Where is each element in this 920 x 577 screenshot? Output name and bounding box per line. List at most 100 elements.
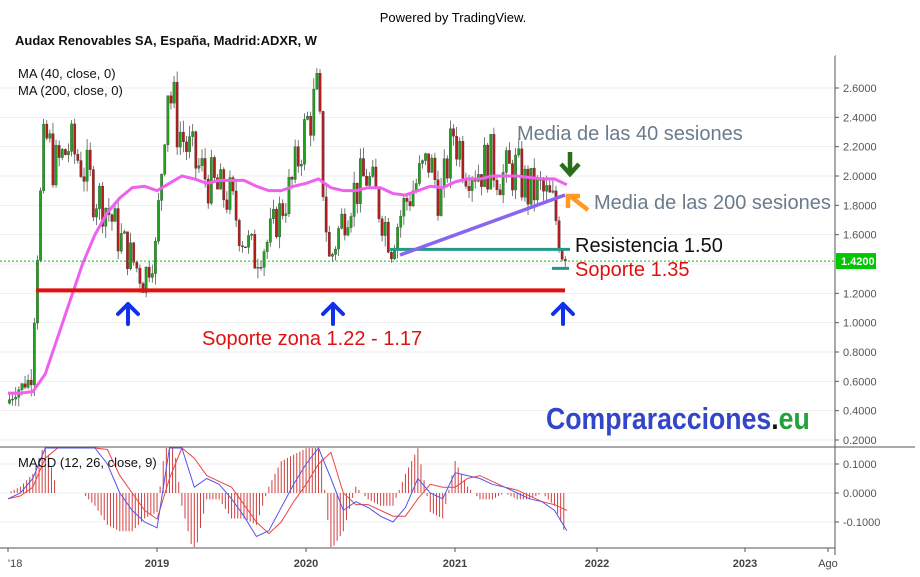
candle bbox=[439, 186, 443, 216]
candle bbox=[200, 158, 204, 166]
candle bbox=[365, 175, 368, 186]
candle bbox=[163, 144, 167, 175]
candle bbox=[430, 157, 434, 173]
time-tick-label: Ago bbox=[818, 558, 838, 570]
candle bbox=[275, 208, 278, 238]
candle bbox=[76, 154, 80, 161]
last-price-label: 1.4200 bbox=[841, 256, 875, 268]
candle bbox=[514, 154, 517, 191]
candle bbox=[411, 190, 415, 207]
price-tick-label: 1.6000 bbox=[843, 230, 877, 242]
candle bbox=[45, 123, 49, 139]
price-tick-label: 0.8000 bbox=[843, 347, 877, 359]
candle bbox=[79, 160, 83, 177]
candle bbox=[343, 213, 347, 236]
annotation-support-zone: Soporte zona 1.22 - 1.17 bbox=[202, 328, 423, 350]
candle bbox=[222, 169, 226, 201]
candle bbox=[461, 141, 465, 179]
candle bbox=[418, 163, 421, 184]
candle bbox=[70, 123, 73, 152]
macd-tick-label: 0.1000 bbox=[843, 459, 877, 471]
candle bbox=[284, 213, 288, 216]
candle bbox=[445, 158, 449, 179]
candle bbox=[346, 227, 350, 236]
candle bbox=[278, 203, 281, 238]
macd-line bbox=[7, 447, 568, 538]
candle bbox=[250, 234, 254, 236]
candle bbox=[498, 189, 502, 196]
candle bbox=[362, 158, 365, 177]
candle bbox=[234, 190, 238, 221]
candle bbox=[247, 235, 250, 248]
candle bbox=[281, 203, 285, 216]
candle bbox=[290, 177, 294, 180]
candle bbox=[166, 95, 170, 145]
candle bbox=[11, 398, 14, 401]
legend-macd: MACD (12, 26, close, 9) bbox=[18, 455, 157, 470]
candle bbox=[327, 231, 331, 257]
price-tick-label: 0.6000 bbox=[843, 376, 877, 388]
candle bbox=[300, 164, 303, 167]
candle bbox=[315, 73, 319, 90]
candles bbox=[8, 68, 567, 407]
candle bbox=[39, 190, 42, 261]
annotation-ma40: Media de las 40 sesiones bbox=[517, 123, 743, 145]
candle bbox=[324, 196, 328, 233]
up-arrow-icon bbox=[321, 302, 345, 326]
candle bbox=[14, 397, 18, 400]
candle bbox=[380, 218, 384, 236]
candle bbox=[433, 157, 437, 180]
candle bbox=[101, 185, 104, 227]
candle bbox=[449, 128, 452, 179]
candle bbox=[244, 246, 247, 248]
candle bbox=[340, 213, 344, 229]
ma200-trend-line bbox=[399, 193, 566, 257]
candle bbox=[241, 245, 244, 247]
candle bbox=[349, 216, 353, 228]
candle bbox=[501, 172, 505, 196]
candle bbox=[520, 148, 524, 198]
candle bbox=[529, 167, 533, 205]
macd-histogram bbox=[10, 448, 565, 547]
candle bbox=[377, 188, 381, 219]
candle bbox=[517, 148, 521, 156]
candle bbox=[110, 214, 114, 222]
chart-title: Audax Renovables SA, España, Madrid:ADXR… bbox=[15, 33, 317, 48]
candle bbox=[495, 179, 499, 190]
candle bbox=[95, 208, 98, 218]
candle bbox=[318, 73, 322, 112]
candle bbox=[523, 168, 527, 198]
candle bbox=[355, 182, 359, 204]
candle bbox=[237, 220, 241, 246]
candle bbox=[88, 149, 92, 170]
price-tick-label: 1.0000 bbox=[843, 318, 877, 330]
candle bbox=[386, 221, 390, 253]
candle bbox=[206, 178, 210, 204]
candle bbox=[8, 399, 11, 404]
candle bbox=[557, 220, 561, 251]
candle bbox=[29, 379, 33, 386]
candle bbox=[26, 379, 30, 388]
candle bbox=[551, 190, 555, 193]
candle bbox=[116, 208, 120, 252]
candle bbox=[334, 248, 337, 255]
annotation-ma200: Media de las 200 sesiones bbox=[594, 192, 831, 214]
up-arrow-icon bbox=[551, 302, 575, 326]
candle bbox=[408, 201, 412, 207]
candle bbox=[399, 215, 403, 228]
candle bbox=[396, 227, 399, 249]
candle bbox=[132, 242, 136, 263]
candle bbox=[225, 199, 229, 210]
candle bbox=[259, 267, 263, 269]
candle bbox=[383, 221, 387, 236]
candle bbox=[560, 249, 564, 260]
candle bbox=[98, 185, 101, 209]
candle bbox=[421, 160, 424, 164]
candle bbox=[138, 267, 142, 284]
time-tick-label: '18 bbox=[8, 558, 22, 570]
candle bbox=[331, 254, 334, 257]
candle bbox=[20, 383, 24, 390]
candle bbox=[182, 131, 185, 143]
time-tick-label: 2021 bbox=[443, 558, 467, 570]
